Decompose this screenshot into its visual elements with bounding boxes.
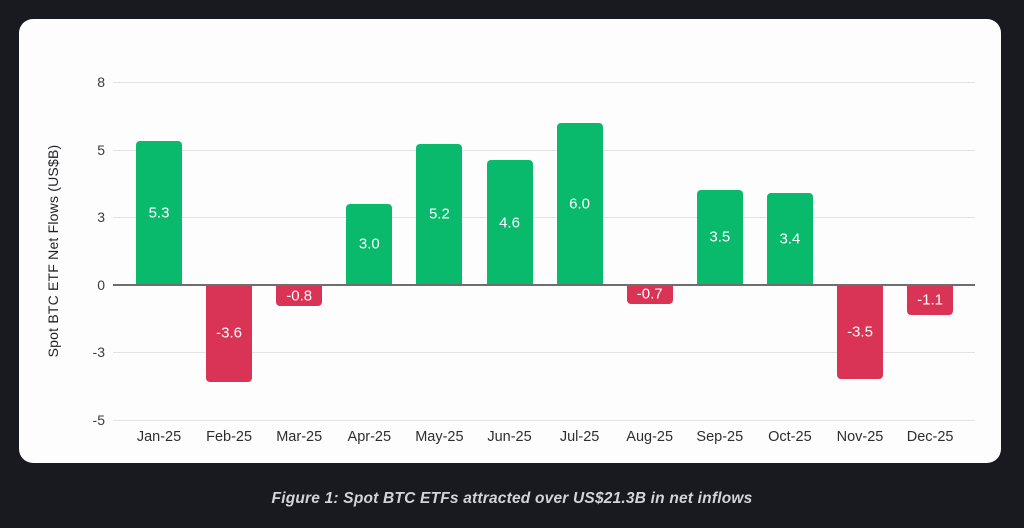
y-tick-label-0: 0 xyxy=(97,276,105,293)
bar-Aug-25: -0.7 xyxy=(626,284,673,304)
bar-Jan-25: 5.3 xyxy=(136,141,182,285)
gridline-y-3 xyxy=(113,217,975,219)
x-tick-label-Jan-25: Jan-25 xyxy=(136,429,182,445)
bar-Nov-25: -3.5 xyxy=(837,284,883,380)
x-tick-label-Feb-25: Feb-25 xyxy=(206,429,253,445)
bar-value-label: 3.0 xyxy=(358,235,380,253)
chart-card: Spot BTC ETF Net Flows (US$B) 5.3 -3.6 -0.… xyxy=(19,19,1001,463)
bar-value-label: 5.2 xyxy=(428,205,450,223)
y-tick-label--5: -5 xyxy=(92,412,105,428)
bar-value-label: -3.5 xyxy=(847,323,873,341)
bar-value-label: -1.1 xyxy=(917,291,944,309)
gridline-y--3 xyxy=(113,352,975,354)
x-tick-label-Oct-25: Oct-25 xyxy=(768,429,812,445)
y-tick-label-8: 8 xyxy=(97,74,105,90)
bar-Dec-25: -1.1 xyxy=(907,284,954,315)
zero-axis-line xyxy=(113,283,975,286)
x-tick-label-May-25: May-25 xyxy=(415,429,464,445)
bar-value-label: 3.5 xyxy=(709,228,731,246)
x-tick-label-Mar-25: Mar-25 xyxy=(276,429,323,445)
gridline-y-8 xyxy=(113,82,975,83)
bar-Feb-25: -3.6 xyxy=(206,284,253,383)
y-tick-label--3: -3 xyxy=(92,344,105,361)
gridline-y-5 xyxy=(113,149,975,151)
x-tick-label-Nov-25: Nov-25 xyxy=(836,429,884,445)
bar-value-label: -0.8 xyxy=(286,287,313,305)
y-tick-label-3: 3 xyxy=(97,209,105,226)
x-tick-label-Jun-25: Jun-25 xyxy=(487,429,532,445)
bar-value-label: 6.0 xyxy=(569,195,591,213)
bar-value-label: -0.7 xyxy=(636,285,663,303)
x-tick-label-Apr-25: Apr-25 xyxy=(347,429,392,445)
bar-Mar-25: -0.8 xyxy=(276,284,323,307)
bar-value-label: 5.3 xyxy=(148,204,170,222)
x-tick-label-Jul-25: Jul-25 xyxy=(559,429,600,445)
bar-value-label: -3.6 xyxy=(216,324,243,342)
bar-Jul-25: 6.0 xyxy=(556,122,603,285)
gridline-y--5 xyxy=(113,420,975,421)
bar-value-label: 3.4 xyxy=(779,230,801,248)
plot-area: 5.3 -3.6 -0.8 3.0 5.2 4.6 6.0 -0.7 3.5 3.4 -3.5 -1.… xyxy=(113,82,975,421)
x-tick-label-Dec-25: Dec-25 xyxy=(906,429,954,445)
bar-May-25: 5.2 xyxy=(416,144,463,285)
bar-Apr-25: 3.0 xyxy=(346,203,393,285)
bar-Jun-25: 4.6 xyxy=(486,160,533,285)
x-tick-label-Aug-25: Aug-25 xyxy=(626,429,674,445)
bar-value-label: 4.6 xyxy=(499,214,520,232)
x-tick-label-Sep-25: Sep-25 xyxy=(696,429,744,445)
y-tick-label-5: 5 xyxy=(97,141,105,158)
bar-Oct-25: 3.4 xyxy=(766,192,813,285)
figure-caption: Figure 1: Spot BTC ETFs attracted over U… xyxy=(271,490,753,507)
bar-Sep-25: 3.5 xyxy=(696,190,743,285)
